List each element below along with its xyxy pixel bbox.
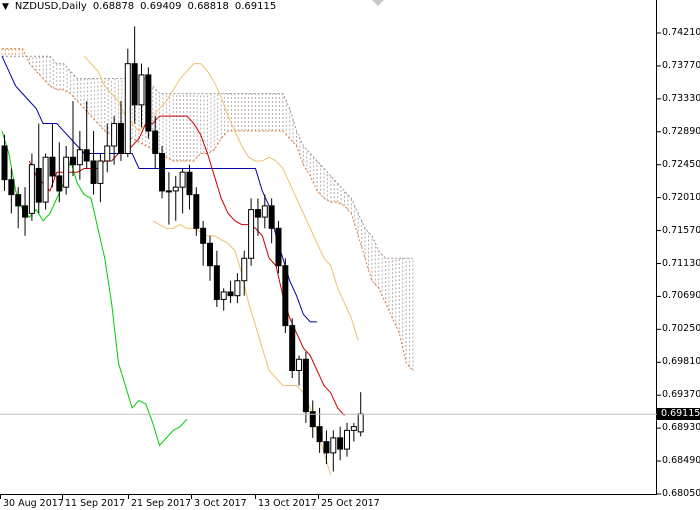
- x-tick-label: 30 Aug 2017: [3, 498, 64, 509]
- candle-body: [316, 426, 323, 443]
- x-tick-label: 3 Oct 2017: [194, 498, 247, 509]
- y-tick-label: 0.69810: [662, 356, 700, 368]
- y-tick-label: 0.73770: [662, 59, 700, 71]
- senkou-span-b: [2, 55, 413, 259]
- candle-body: [76, 149, 83, 166]
- candle-body: [35, 167, 42, 203]
- candle-body: [172, 186, 179, 192]
- candle-body: [70, 156, 76, 166]
- candle-body: [261, 205, 268, 218]
- candle-body: [159, 152, 166, 192]
- candle-body: [309, 411, 316, 428]
- candle-body: [220, 291, 227, 300]
- low-value: 0.68818: [187, 1, 229, 12]
- candle-body: [357, 413, 364, 433]
- y-tick-label: 0.74210: [662, 27, 700, 38]
- candle-body: [83, 149, 90, 162]
- chart-header: ▼ NZDUSD,Daily 0.68878 0.69409 0.68818 0…: [2, 1, 276, 12]
- candle-body: [15, 194, 22, 207]
- candle-body: [28, 164, 35, 214]
- x-tick-label: 21 Sep 2017: [131, 498, 192, 509]
- candle-body: [282, 265, 289, 327]
- candle-body: [179, 171, 186, 188]
- close-value: 0.69115: [234, 1, 277, 12]
- candlesticks: [1, 26, 364, 472]
- candle-body: [56, 175, 63, 192]
- candle-body: [275, 227, 282, 267]
- scroll-marker-icon[interactable]: [372, 0, 384, 6]
- x-tick-label: 25 Oct 2017: [321, 498, 380, 509]
- candle-body: [165, 190, 172, 193]
- candle-body: [337, 437, 344, 450]
- y-tick-label: 0.72010: [662, 191, 700, 203]
- high-value: 0.69409: [140, 1, 182, 12]
- candle-body: [193, 194, 200, 229]
- y-tick-label: 0.72890: [662, 125, 700, 137]
- candle-body: [254, 209, 261, 218]
- candle-body: [302, 358, 309, 413]
- y-tick-label: 0.70250: [662, 323, 700, 335]
- candle-body: [213, 265, 220, 300]
- y-tick-label: 0.73330: [662, 92, 700, 104]
- candle-body: [296, 358, 303, 372]
- candle-body: [248, 209, 255, 259]
- candle-body: [63, 156, 70, 188]
- candle-body: [22, 205, 29, 218]
- ichimoku-cloud: [1, 48, 414, 371]
- candle-body: [111, 123, 118, 147]
- current-price-tag: 0.69115: [657, 408, 700, 421]
- candle-body: [117, 123, 124, 154]
- y-tick-label: 0.68050: [662, 488, 700, 499]
- candle-body: [289, 325, 296, 372]
- candle-body: [350, 426, 357, 431]
- x-tick-label: 11 Sep 2017: [65, 498, 126, 509]
- candle-body: [1, 145, 8, 181]
- y-tick-label: 0.68490: [662, 455, 700, 467]
- y-tick-label: 0.70690: [662, 290, 700, 302]
- y-tick-label: 0.68930: [662, 422, 700, 434]
- y-tick-label: 0.72450: [662, 158, 700, 170]
- candle-body: [8, 179, 15, 196]
- candle-body: [323, 441, 330, 454]
- candle-body: [344, 429, 350, 450]
- candle-body: [138, 74, 145, 106]
- candle-body: [124, 63, 131, 154]
- open-value: 0.68878: [92, 1, 135, 12]
- candle-body: [152, 130, 159, 154]
- y-tick-label: 0.71570: [662, 224, 700, 236]
- triangle-down-icon[interactable]: ▼: [2, 1, 9, 12]
- candle-body: [330, 437, 337, 454]
- y-tick-label: 0.71130: [662, 257, 700, 269]
- candle-body: [241, 257, 248, 282]
- candle-body: [42, 156, 49, 203]
- candle-body: [207, 242, 213, 267]
- candle-body: [186, 171, 193, 196]
- symbol-label: NZDUSD,Daily: [14, 1, 87, 12]
- y-tick-label: 0.69370: [662, 389, 700, 401]
- candle-body: [97, 160, 104, 184]
- candle-body: [227, 291, 234, 297]
- senkou-span-a: [2, 48, 414, 371]
- candle-body: [234, 280, 241, 297]
- candle-body: [49, 156, 56, 177]
- candle-body: [104, 145, 111, 162]
- candle-body: [131, 63, 138, 106]
- candle-body: [268, 205, 275, 229]
- candle-body: [145, 74, 152, 132]
- x-tick-label: 13 Oct 2017: [258, 498, 317, 509]
- candle-body: [90, 160, 97, 184]
- candle-body: [200, 227, 207, 244]
